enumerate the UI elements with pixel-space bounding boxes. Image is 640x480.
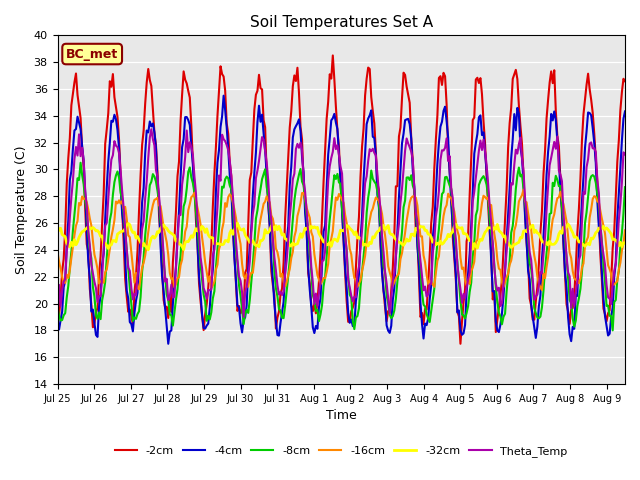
Theta_Temp [54,289,61,295]
Title: Soil Temperatures Set A: Soil Temperatures Set A [250,15,433,30]
Theta_Temp [470,189,478,194]
-4cm [152,145,160,151]
-32cm [278,232,286,238]
-8cm [549,180,557,186]
Line: -4cm: -4cm [58,96,625,344]
-8cm [77,160,84,166]
-32cm [234,220,241,226]
-4cm [220,93,227,98]
-4cm [550,108,558,114]
-16cm [621,228,629,233]
-8cm [609,327,616,333]
-16cm [538,287,546,293]
-2cm [329,53,337,59]
-32cm [470,240,478,246]
-4cm [164,341,172,347]
-16cm [54,249,61,255]
-32cm [523,229,531,235]
-2cm [54,312,61,318]
Legend: -2cm, -4cm, -8cm, -16cm, -32cm, Theta_Temp: -2cm, -4cm, -8cm, -16cm, -32cm, Theta_Te… [110,442,572,462]
-8cm [521,200,529,206]
-16cm [521,199,529,204]
-16cm [550,211,558,217]
-2cm [456,341,464,347]
-8cm [276,308,284,313]
Theta_Temp [278,292,286,298]
-32cm [145,247,152,253]
-2cm [152,142,160,148]
Theta_Temp [240,314,248,320]
-2cm [523,240,531,245]
-2cm [621,78,629,84]
-32cm [550,241,558,247]
-32cm [54,224,61,230]
Theta_Temp [284,238,292,243]
-32cm [621,240,629,246]
Theta_Temp [550,139,558,145]
Line: -16cm: -16cm [58,190,625,290]
-2cm [470,115,478,120]
Line: -8cm: -8cm [58,163,625,330]
-2cm [550,67,558,73]
Theta_Temp [147,126,155,132]
Theta_Temp [154,174,161,180]
-4cm [54,325,61,331]
-16cm [282,284,289,289]
-4cm [621,108,629,114]
Theta_Temp [523,211,531,216]
-8cm [283,288,291,294]
Line: Theta_Temp: Theta_Temp [58,129,625,317]
-8cm [154,188,161,193]
-2cm [275,309,283,314]
-8cm [54,304,61,310]
-32cm [154,229,161,235]
-16cm [152,196,160,202]
-32cm [284,239,292,245]
-4cm [278,309,286,315]
Line: -32cm: -32cm [58,223,625,250]
-4cm [470,151,478,156]
Y-axis label: Soil Temperature (C): Soil Temperature (C) [15,145,28,274]
Text: BC_met: BC_met [66,48,118,60]
-16cm [467,268,475,274]
X-axis label: Time: Time [326,409,356,422]
-4cm [284,224,292,229]
-16cm [520,187,527,192]
-8cm [621,184,629,190]
-8cm [469,254,477,260]
-2cm [282,216,289,221]
-4cm [523,239,531,244]
-16cm [275,257,283,263]
Line: -2cm: -2cm [58,56,625,344]
Theta_Temp [621,152,629,157]
